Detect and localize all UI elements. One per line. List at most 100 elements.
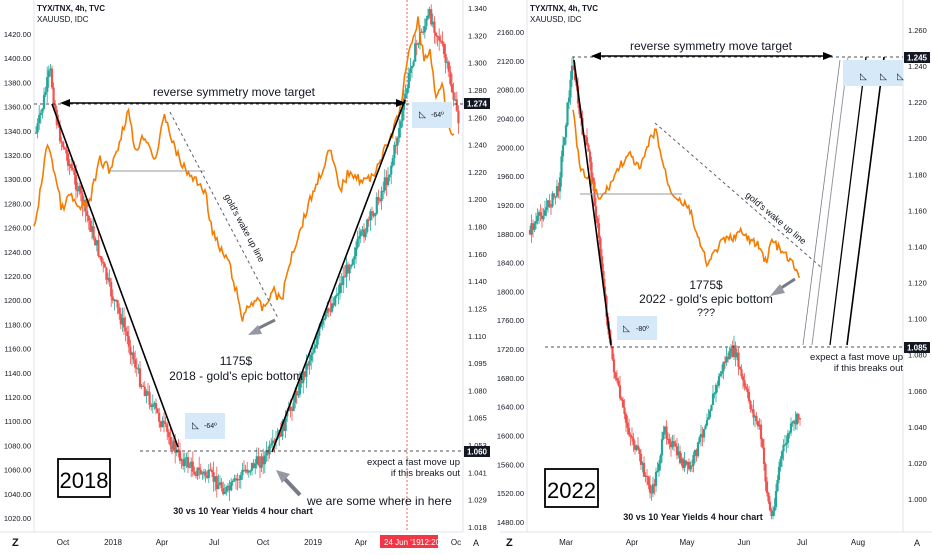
auto-scale-badge[interactable]: A <box>914 538 920 548</box>
candle-body <box>215 476 218 490</box>
axis-tick-label: 1960.00 <box>497 172 524 181</box>
time-axis[interactable]: Mar Apr May Jun Jul Aug <box>559 538 865 547</box>
candle-body <box>156 408 159 413</box>
candle-body <box>401 109 404 122</box>
candle-body <box>340 283 343 286</box>
candle-body <box>530 223 533 235</box>
candle-body <box>153 402 156 405</box>
axis-tick-label: 1.065 <box>468 414 487 423</box>
candle-body <box>196 467 199 476</box>
candle-body <box>689 465 692 470</box>
candle-body <box>335 294 338 296</box>
target-label: reverse symmetry move target <box>630 39 793 53</box>
axis-tick-label: 1.340 <box>468 4 487 13</box>
time-axis-label: 2018 <box>104 538 122 547</box>
candle-body <box>410 66 414 69</box>
panel-separator <box>495 0 501 550</box>
candle-body <box>353 256 356 260</box>
gold-bottom-price: 1775$ <box>689 278 723 292</box>
candle-body <box>268 445 271 455</box>
gold-bottom-caption: 2022 - gold's epic bottom <box>639 292 773 306</box>
candle-body <box>711 393 715 406</box>
candle-body <box>263 455 266 465</box>
candle-body <box>393 144 396 159</box>
candle-body <box>257 456 260 465</box>
candle-body <box>707 417 710 420</box>
right-panel: 2160.00 2120.00 2080.00 2040.00 2000.00 1960.… <box>497 0 932 549</box>
candle-body <box>752 409 755 418</box>
candle-body <box>741 376 745 381</box>
candle-body <box>63 147 66 150</box>
candle-body <box>528 230 532 235</box>
candle-body <box>638 449 641 454</box>
candle-body <box>731 348 734 357</box>
left-price-axis[interactable]: 2160.00 2120.00 2080.00 2040.00 2000.00 1960.… <box>497 28 524 527</box>
candle-body <box>370 211 374 213</box>
candle-body <box>292 402 295 411</box>
axis-tick-label: 1680.00 <box>497 374 524 383</box>
candle-body <box>407 73 410 89</box>
candle-body <box>150 404 153 408</box>
candle-body <box>255 456 258 464</box>
candle-body <box>648 484 652 493</box>
overlay-title[interactable]: XAUUSD, IDC <box>530 15 582 24</box>
tradingview-logo-icon[interactable]: Z <box>12 537 19 549</box>
candle-body <box>388 174 391 178</box>
candle-body <box>644 475 647 477</box>
left-price-axis[interactable]: 1420.00 1400.00 1380.00 1360.00 1340.00 1320.… <box>4 30 31 523</box>
axis-tick-label: 1.200 <box>468 195 487 204</box>
candle-body <box>635 445 638 450</box>
candle-body <box>193 471 196 475</box>
axis-tick-label: 1.140 <box>908 242 927 251</box>
candle-body <box>726 356 730 360</box>
candle-body <box>52 87 55 104</box>
target-arrow-left-head <box>591 52 601 60</box>
candle-body <box>70 164 73 169</box>
right-ratio-axis[interactable]: 1.260 1.240 1.220 1.200 1.180 1.160 1.140 1.120… <box>908 26 927 504</box>
candle-body <box>202 471 206 473</box>
candle-body <box>554 196 557 198</box>
candle-body <box>669 444 673 448</box>
axis-tick-label: 1760.00 <box>497 316 524 325</box>
candle-body <box>92 226 95 239</box>
candle-body <box>422 31 425 33</box>
symbol-title[interactable]: TYX/TNX, 4h, TVC <box>530 4 598 13</box>
candle-body <box>744 386 748 389</box>
candle-body <box>434 32 438 36</box>
candle-body <box>68 164 71 166</box>
candle-body <box>642 462 646 477</box>
time-axis-label: Apr <box>355 538 368 547</box>
candle-body <box>663 426 667 432</box>
angle-glyph-icon: ◺ <box>623 323 630 333</box>
angle-value-bottom: -64º <box>204 423 217 430</box>
candle-body <box>81 193 84 206</box>
time-axis[interactable]: Oct 2018 Apr Jul Oct 2019 Apr Oc <box>57 538 461 547</box>
candle-body <box>785 442 788 445</box>
candle-body <box>38 115 41 124</box>
candle-body <box>624 414 628 423</box>
candle-body <box>97 240 100 256</box>
candle-body <box>102 261 105 264</box>
axis-tick-label: 1.110 <box>468 332 486 341</box>
tradingview-logo-icon[interactable]: Z <box>506 537 513 549</box>
axis-tick-label: 1.140 <box>468 277 487 286</box>
candle-body <box>720 371 724 374</box>
candle-body <box>334 295 337 306</box>
candle-body <box>774 491 778 508</box>
time-axis-label: Aug <box>851 538 865 547</box>
candle-body <box>596 218 599 224</box>
fast-move-line1: expect a fast move up <box>810 352 903 363</box>
angle-box-top <box>843 60 903 86</box>
candle-body <box>214 476 217 482</box>
axis-tick-label: 1260.00 <box>4 224 31 233</box>
right-ratio-axis[interactable]: 1.340 1.320 1.300 1.280 1.260 1.240 1.220 1.200… <box>468 4 487 532</box>
axis-tick-label: 1140.00 <box>4 369 31 378</box>
axis-tick-label: 1800.00 <box>497 287 524 296</box>
candle-body <box>425 18 428 27</box>
symbol-title[interactable]: TYX/TNX, 4h, TVC <box>37 4 105 13</box>
candle-body <box>204 471 207 476</box>
candle-body <box>692 454 695 466</box>
auto-scale-badge[interactable]: A <box>473 538 479 548</box>
candle-body <box>110 281 113 297</box>
overlay-title[interactable]: XAUUSD, IDC <box>37 15 89 24</box>
